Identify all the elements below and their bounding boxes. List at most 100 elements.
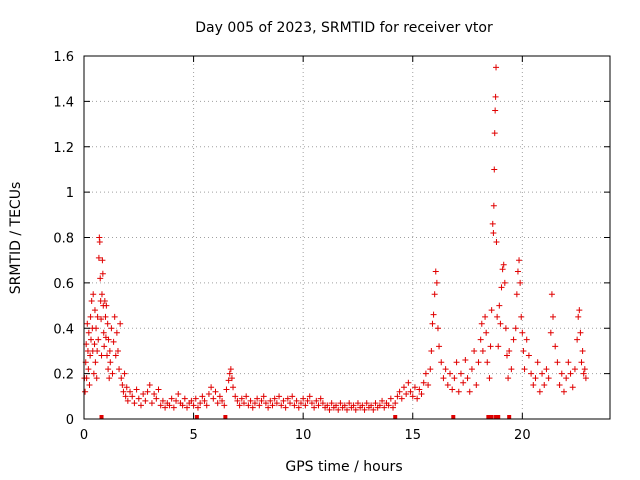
data-point [500,261,507,268]
data-point [434,325,441,332]
data-point [97,275,104,282]
data-point [416,386,423,393]
data-point [90,370,97,377]
data-point [552,343,559,350]
data-point [144,388,151,395]
data-point [354,400,361,407]
data-point [478,320,485,327]
y-tick-label: 1.4 [53,95,74,110]
data-point [94,347,101,354]
zero-flag-marker [194,415,199,419]
data-point [422,370,429,377]
data-point [525,352,532,359]
data-point [400,384,407,391]
data-point [428,347,435,354]
data-point [506,347,513,354]
data-point [530,381,537,388]
data-point [582,375,589,382]
data-point [493,239,500,246]
data-point [208,384,215,391]
data-point [579,347,586,354]
data-point [99,257,106,264]
data-point [212,388,219,395]
data-point [577,329,584,336]
x-tick-label: 5 [189,428,197,443]
data-point [300,395,307,402]
gridlines [84,56,610,419]
data-point [457,370,464,377]
data-point [390,404,397,411]
data-point [92,359,99,366]
data-point [140,391,147,398]
data-point [168,395,175,402]
data-point [539,370,546,377]
data-point [499,266,506,273]
data-point [473,381,480,388]
data-point [497,320,504,327]
data-point [431,291,438,298]
data-point [188,397,195,404]
data-point [133,386,140,393]
data-point [113,329,120,336]
data-point [560,388,567,395]
data-point [376,402,383,409]
data-point [86,381,93,388]
data-point [490,202,497,209]
data-point [352,406,359,413]
data-point [293,397,300,404]
data-point [230,384,237,391]
data-point [98,291,105,298]
data-point [414,395,421,402]
data-point [227,366,234,373]
data-point [106,347,113,354]
data-point [223,386,230,393]
data-point [221,402,228,409]
data-point [466,388,473,395]
data-point [311,404,318,411]
data-point [106,375,113,382]
data-point [394,393,401,400]
data-point [282,404,289,411]
y-tick-label: 0.4 [53,322,74,337]
data-point [135,395,142,402]
data-point [565,359,572,366]
data-point [430,311,437,318]
data-point [558,370,565,377]
axis-ticks: 0 5 10 15 20 0 0.2 0.4 0.6 0.8 1 1.2 1.4 1.6 [53,50,610,443]
data-point [203,402,210,409]
data-point [129,393,136,400]
data-point [403,391,410,398]
data-point [295,404,302,411]
data-points [81,64,589,419]
data-point [170,404,177,411]
data-point [127,388,134,395]
data-point [501,279,508,286]
data-point [199,393,206,400]
data-point [247,397,254,404]
data-point [385,402,392,409]
data-point [148,400,155,407]
data-point [519,329,526,336]
data-point [112,352,119,359]
data-point [251,400,258,407]
data-point [483,329,490,336]
zero-flag-marker [223,415,228,419]
data-point [510,336,517,343]
x-tick-label: 20 [514,428,531,443]
data-point [440,375,447,382]
data-point [98,352,105,359]
data-point [304,397,311,404]
data-point [498,284,505,291]
data-point [491,166,498,173]
data-point [436,343,443,350]
data-point [105,336,112,343]
data-point [363,400,370,407]
data-point [192,395,199,402]
data-point [460,379,467,386]
y-tick-label: 0.8 [53,232,74,247]
x-axis-label: GPS time / hours [285,459,402,475]
data-point [245,402,252,409]
data-point [87,313,94,320]
data-point [109,370,116,377]
data-point [387,395,394,402]
